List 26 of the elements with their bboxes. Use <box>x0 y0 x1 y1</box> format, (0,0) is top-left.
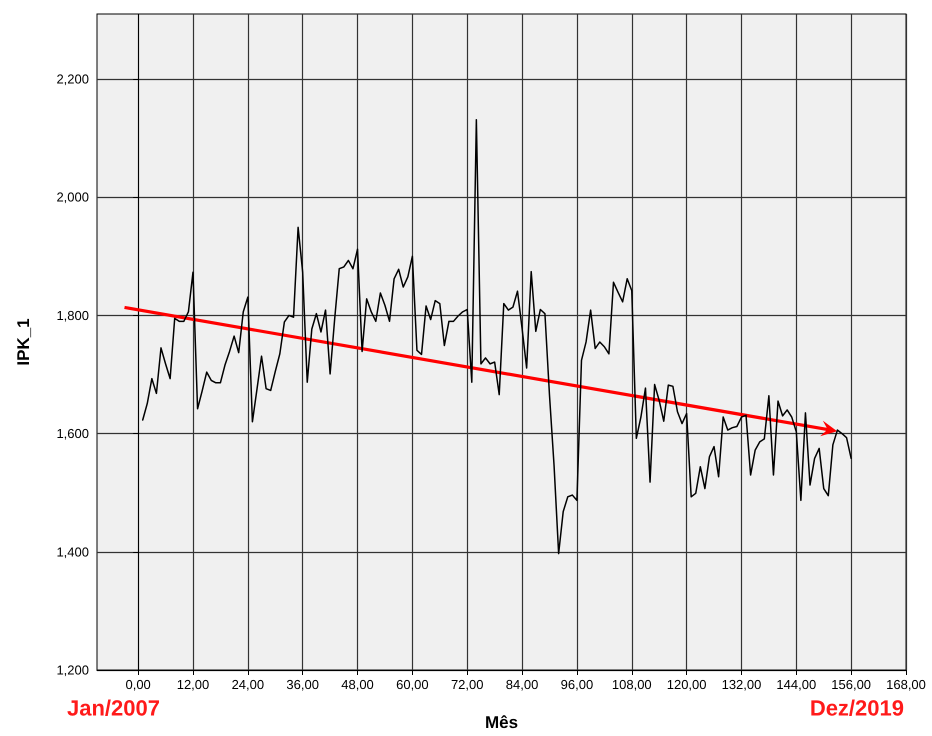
y-tick-label: 2,200 <box>56 72 89 87</box>
x-tick-label: 132,00 <box>722 677 762 692</box>
x-tick-label: 48,00 <box>341 677 374 692</box>
y-tick-label: 1,400 <box>56 544 89 560</box>
x-tick-label: 168,00 <box>886 677 926 692</box>
x-tick-label: 144,00 <box>776 677 816 692</box>
x-tick-label: 36,00 <box>286 677 319 692</box>
x-tick-label: 96,00 <box>560 677 594 692</box>
y-tick-label: 2,000 <box>56 190 89 205</box>
x-tick-label: 0,00 <box>125 677 151 692</box>
x-tick-label: 72,00 <box>450 677 484 692</box>
y-tick-label: 1,800 <box>56 308 89 323</box>
x-tick-label: 108,00 <box>612 677 652 692</box>
x-tick-label: 120,00 <box>666 677 706 692</box>
y-tick-label: 1,200 <box>56 662 89 678</box>
x-axis-title: Mês <box>484 713 518 732</box>
x-tick-label: 24,00 <box>232 677 264 692</box>
x-tick-label: 12,00 <box>176 677 210 692</box>
text: Dez/2019 <box>810 696 904 720</box>
y-tick-label: 1,600 <box>56 426 89 442</box>
x-tick-label: 156,00 <box>831 677 872 692</box>
text: Jan/2007 <box>67 696 160 720</box>
x-tick-label: 84,00 <box>506 677 538 692</box>
x-tick-label: 60,00 <box>396 677 429 692</box>
y-axis-title: IPK_1 <box>14 318 33 366</box>
line-series <box>142 119 852 554</box>
